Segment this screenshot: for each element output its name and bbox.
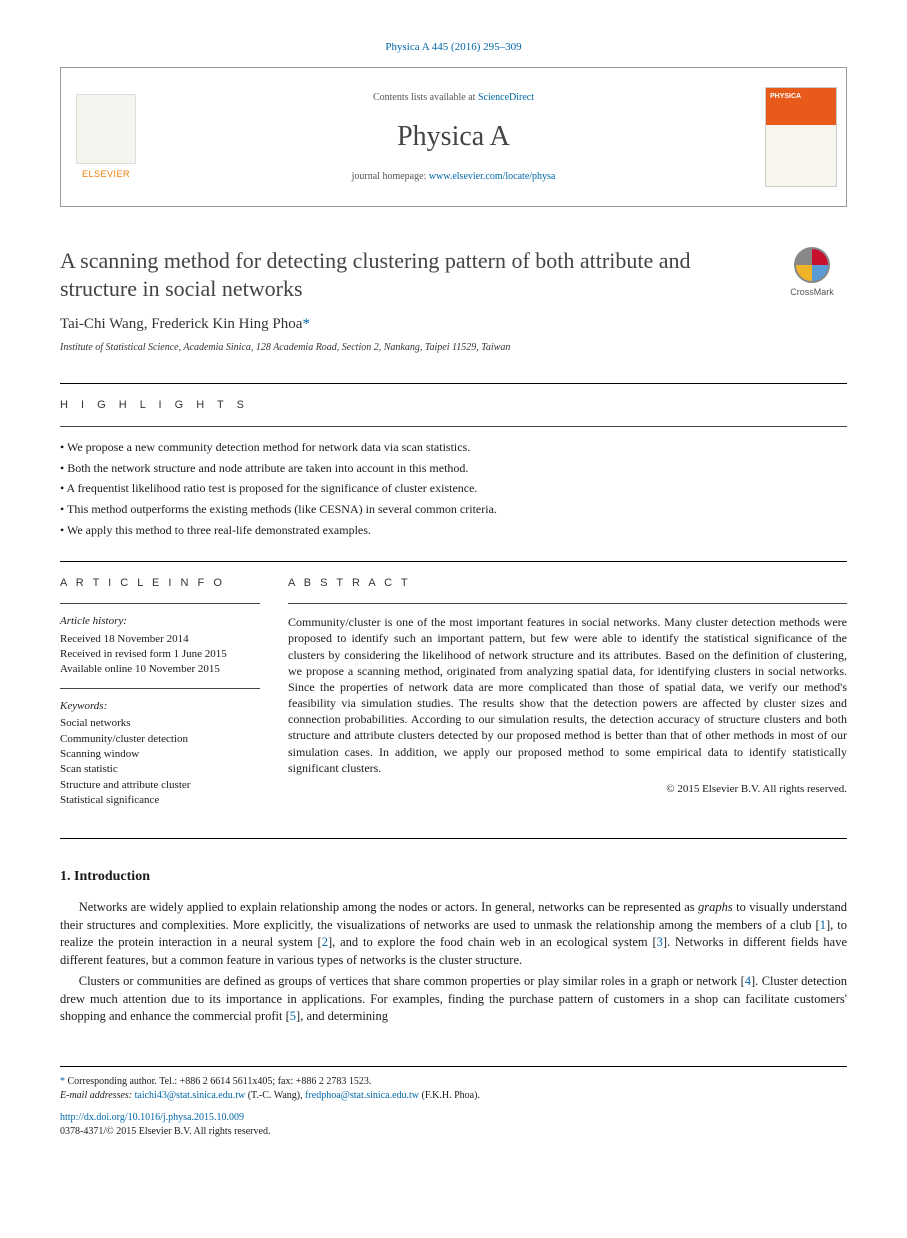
abstract-label: A B S T R A C T (288, 576, 847, 591)
publisher-name: ELSEVIER (82, 168, 130, 181)
highlight-item: We apply this method to three real-life … (60, 520, 847, 541)
crossmark-badge[interactable]: CrossMark (777, 247, 847, 299)
highlight-item: Both the network structure and node attr… (60, 458, 847, 479)
citation: Physica A 445 (2016) 295–309 (60, 40, 847, 55)
revised-date: Received in revised form 1 June 2015 (60, 647, 260, 662)
issn-copyright: 0378-4371/© 2015 Elsevier B.V. All right… (60, 1126, 270, 1137)
text: ], and to explore the food chain web in … (328, 935, 657, 949)
rule (60, 603, 260, 604)
article-info-col: A R T I C L E I N F O Article history: R… (60, 562, 260, 809)
corresponding-author: * Corresponding author. Tel.: +886 2 661… (60, 1075, 847, 1089)
publisher-logo: ELSEVIER (61, 68, 151, 206)
copyright: © 2015 Elsevier B.V. All rights reserved… (288, 782, 847, 797)
article-title: A scanning method for detecting clusteri… (60, 247, 757, 302)
rule (60, 383, 847, 384)
text: Networks are widely applied to explain r… (79, 900, 698, 914)
highlight-item: This method outperforms the existing met… (60, 499, 847, 520)
homepage-line: journal homepage: www.elsevier.com/locat… (352, 170, 556, 184)
title-row: A scanning method for detecting clusteri… (60, 247, 847, 302)
homepage-link[interactable]: www.elsevier.com/locate/physa (429, 171, 556, 182)
rule (60, 838, 847, 839)
email-line: E-mail addresses: taichi43@stat.sinica.e… (60, 1089, 847, 1103)
highlight-item: We propose a new community detection met… (60, 437, 847, 458)
affiliation: Institute of Statistical Science, Academ… (60, 341, 847, 355)
corr-text: Corresponding author. Tel.: +886 2 6614 … (68, 1076, 372, 1087)
keyword: Social networks (60, 716, 260, 731)
email-name: (F.K.H. Phoa). (419, 1090, 480, 1101)
received-date: Received 18 November 2014 (60, 632, 260, 647)
sciencedirect-link[interactable]: ScienceDirect (478, 92, 534, 103)
history-heading: Article history: (60, 614, 260, 629)
keywords-heading: Keywords: (60, 699, 260, 714)
footer: * Corresponding author. Tel.: +886 2 661… (60, 1066, 847, 1139)
keyword: Scan statistic (60, 762, 260, 777)
highlights-label: H I G H L I G H T S (60, 398, 847, 413)
crossmark-label: CrossMark (790, 286, 834, 299)
abstract-col: A B S T R A C T Community/cluster is one… (288, 562, 847, 809)
elsevier-tree-icon (76, 94, 136, 164)
contents-prefix: Contents lists available at (373, 92, 478, 103)
highlights-list: We propose a new community detection met… (60, 437, 847, 541)
contents-line: Contents lists available at ScienceDirec… (373, 91, 534, 105)
email-link[interactable]: fredphoa@stat.sinica.edu.tw (305, 1090, 419, 1101)
keyword: Community/cluster detection (60, 732, 260, 747)
author-names: Tai-Chi Wang, Frederick Kin Hing Phoa (60, 316, 302, 332)
text-italic: graphs (698, 900, 733, 914)
email-name: (T.-C. Wang), (245, 1090, 305, 1101)
body-paragraph: Networks are widely applied to explain r… (60, 899, 847, 969)
body-paragraph: Clusters or communities are defined as g… (60, 973, 847, 1026)
journal-cover (756, 68, 846, 206)
keyword: Structure and attribute cluster (60, 778, 260, 793)
homepage-prefix: journal homepage: (352, 171, 429, 182)
abstract-text: Community/cluster is one of the most imp… (288, 614, 847, 776)
journal-header: ELSEVIER Contents lists available at Sci… (60, 67, 847, 207)
email-link[interactable]: taichi43@stat.sinica.edu.tw (135, 1090, 246, 1101)
keyword: Scanning window (60, 747, 260, 762)
email-label: E-mail addresses: (60, 1090, 135, 1101)
article-info: Article history: Received 18 November 20… (60, 614, 260, 808)
journal-name: Physica A (397, 117, 510, 156)
rule (60, 688, 260, 689)
rule (288, 603, 847, 604)
doi-block: http://dx.doi.org/10.1016/j.physa.2015.1… (60, 1111, 847, 1139)
header-center: Contents lists available at ScienceDirec… (151, 68, 756, 206)
doi-link[interactable]: http://dx.doi.org/10.1016/j.physa.2015.1… (60, 1112, 244, 1123)
info-label: A R T I C L E I N F O (60, 576, 260, 591)
cover-image (765, 87, 837, 187)
section-heading-intro: 1. Introduction (60, 867, 847, 887)
corr-mark: * (60, 1076, 65, 1087)
info-abstract-row: A R T I C L E I N F O Article history: R… (60, 562, 847, 809)
online-date: Available online 10 November 2015 (60, 662, 260, 677)
corresponding-mark: * (302, 316, 310, 332)
text: Clusters or communities are defined as g… (79, 974, 745, 988)
highlight-item: A frequentist likelihood ratio test is p… (60, 478, 847, 499)
rule (60, 426, 847, 427)
crossmark-icon (794, 247, 830, 283)
text: ], and determining (296, 1009, 388, 1023)
authors: Tai-Chi Wang, Frederick Kin Hing Phoa* (60, 314, 847, 335)
keyword: Statistical significance (60, 793, 260, 808)
